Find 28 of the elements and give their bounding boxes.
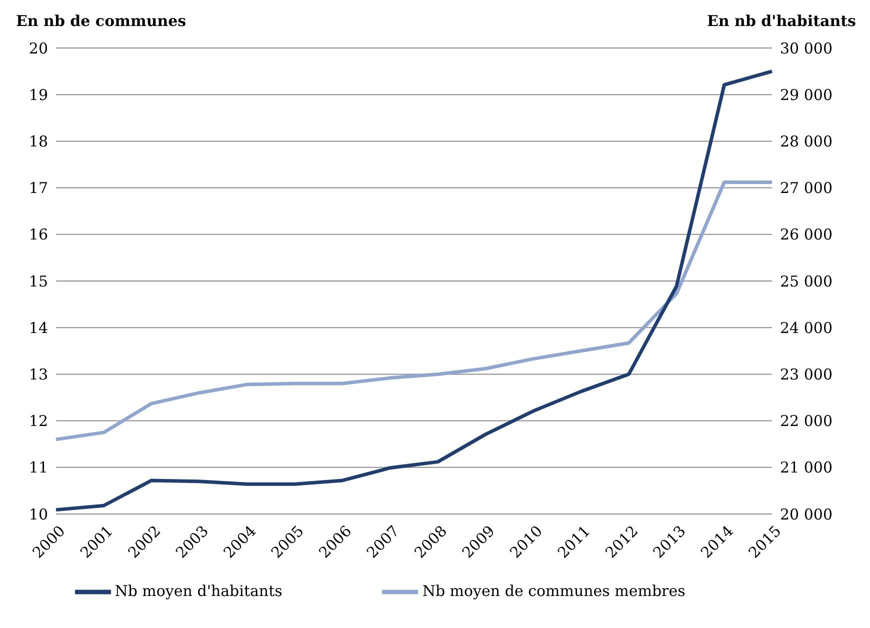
y-tick-label: 11 xyxy=(28,458,48,477)
y2-tick-label: 30 000 xyxy=(780,39,832,58)
y2-tick-label: 25 000 xyxy=(780,272,832,290)
y-tick-label: 16 xyxy=(28,226,48,244)
y-tick-label: 19 xyxy=(28,86,48,104)
y-tick-label: 15 xyxy=(28,272,48,290)
y-tick-label: 13 xyxy=(28,366,48,384)
line-series xyxy=(54,70,774,512)
y2-tick-label: 21 000 xyxy=(780,458,832,477)
y2-tick-label: 28 000 xyxy=(780,132,832,151)
y2-tick-label: 27 000 xyxy=(780,179,832,198)
y2-tick-label: 24 000 xyxy=(780,318,832,337)
y2-tick-label: 26 000 xyxy=(780,226,832,244)
y-tick-label: 10 xyxy=(28,505,48,524)
y2-tick-label: 20 000 xyxy=(780,505,832,524)
line-series xyxy=(54,180,774,442)
legend-label: Nb moyen de communes membres xyxy=(422,582,686,600)
y-tick-label: 20 xyxy=(28,39,48,58)
y-tick-label: 12 xyxy=(28,412,48,430)
y-axis-title: En nb de communes xyxy=(16,12,186,30)
y-tick-label: 17 xyxy=(28,179,48,198)
y2-tick-label: 22 000 xyxy=(780,412,832,430)
y2-tick-label: 23 000 xyxy=(780,366,832,384)
y-tick-label: 14 xyxy=(28,318,48,337)
legend-label: Nb moyen d'habitants xyxy=(114,582,282,600)
y-tick-label: 18 xyxy=(28,132,48,151)
y2-axis-title: En nb d'habitants xyxy=(707,12,856,30)
y2-tick-label: 29 000 xyxy=(780,86,832,104)
